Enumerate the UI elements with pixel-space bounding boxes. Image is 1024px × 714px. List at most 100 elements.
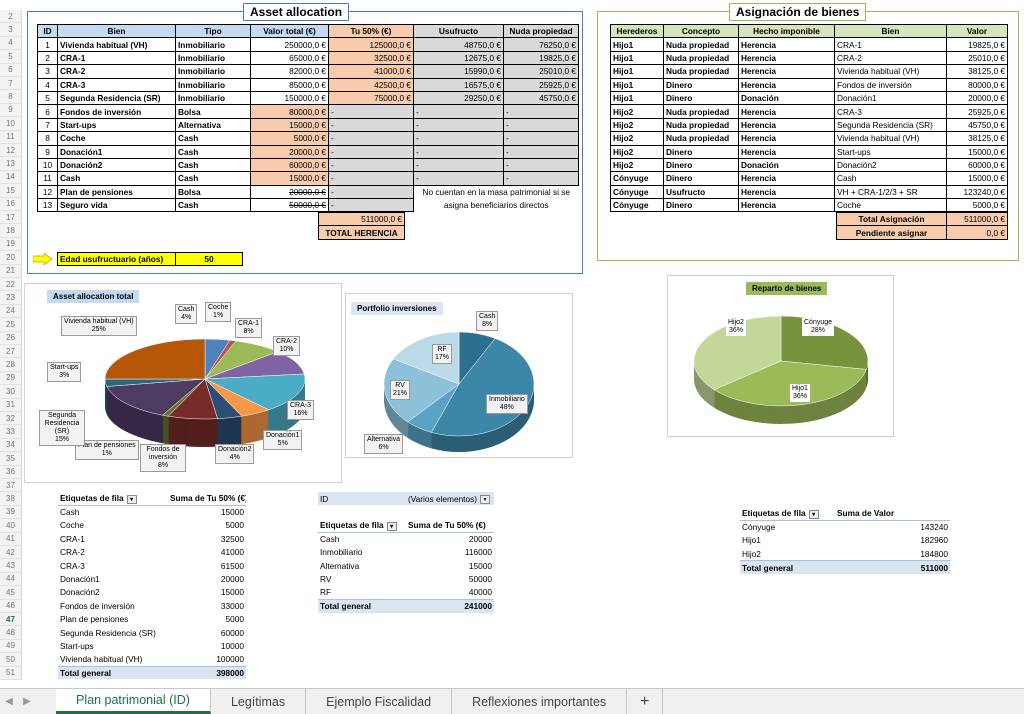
row-header[interactable]: 26 (0, 331, 22, 345)
cell-bien[interactable]: Start-ups (57, 117, 176, 133)
cell-id[interactable]: 10 (37, 157, 58, 173)
total-asignacion-value[interactable]: 511000,0 € (946, 211, 1008, 227)
cell-tipo[interactable]: Inmobiliario (175, 64, 251, 79)
cell-concepto[interactable]: Dinero (663, 77, 739, 92)
cell-hecho[interactable]: Herencia (738, 184, 835, 200)
cell-concepto[interactable]: Dinero (663, 198, 739, 213)
row-header[interactable]: 45 (0, 586, 22, 600)
filter-icon[interactable]: ▾ (808, 509, 819, 519)
cell-tu50[interactable]: - (328, 144, 414, 159)
pie-slice[interactable] (383, 358, 460, 423)
cell-concepto[interactable]: Nuda propiedad (663, 37, 739, 52)
cell-valor[interactable]: 150000,0 € (250, 90, 329, 106)
pie-slice[interactable] (104, 338, 206, 380)
cell-valor[interactable]: 65000,0 € (250, 50, 329, 66)
cell-bien[interactable]: Seguro vida (57, 198, 176, 213)
cell-heredero[interactable]: Hijo2 (610, 117, 664, 133)
row-header[interactable]: 19 (0, 237, 22, 252)
pivot-row[interactable]: RF 40000 (318, 586, 494, 599)
row-header[interactable]: 20 (0, 251, 22, 265)
add-sheet-button[interactable]: + (627, 689, 664, 714)
cell-nuda[interactable]: 45750,0 € (503, 90, 579, 106)
pivot-row[interactable]: Inmobiliario 116000 (318, 546, 494, 559)
cell-valor[interactable]: 38125,0 € (946, 64, 1008, 79)
row-header[interactable]: 11 (0, 130, 22, 144)
pivot-row[interactable]: Fondos de inversión 33000 (58, 599, 246, 612)
row-header[interactable]: 34 (0, 438, 22, 453)
pivot-row[interactable]: Start-ups 10000 (58, 639, 246, 652)
row-header[interactable]: 44 (0, 572, 22, 587)
cell-bien[interactable]: Cash (834, 171, 947, 186)
cell-valor[interactable]: 15000,0 € (946, 171, 1008, 186)
cell-hecho[interactable]: Herencia (738, 37, 835, 52)
cell-heredero[interactable]: Hijo1 (610, 64, 664, 79)
pivot-tu50[interactable]: Etiquetas de fila ▾ Suma de Tu 50% (€) Cas… (58, 492, 246, 680)
pie-slice[interactable] (693, 315, 782, 390)
tab-plan-patrimonial[interactable]: Plan patrimonial (ID) (56, 689, 211, 714)
cell-heredero[interactable]: Hijo1 (610, 90, 664, 106)
row-header[interactable]: 48 (0, 626, 22, 640)
cell-tipo[interactable]: Cash (175, 198, 251, 213)
cell-tipo[interactable]: Inmobiliario (175, 50, 251, 66)
chart-reparto[interactable]: Reparto de bienes Cónyuge 28% Hijo1 36% Hijo… (667, 275, 894, 437)
row-header[interactable]: 29 (0, 371, 22, 386)
cell-valor[interactable]: 60000,0 € (946, 157, 1008, 173)
cell-id[interactable]: 1 (37, 37, 58, 52)
edad-value[interactable]: 50 (175, 251, 243, 267)
cell-nuda[interactable]: 76250,0 € (503, 37, 579, 52)
cell-hecho[interactable]: Herencia (738, 77, 835, 92)
cell-tu50[interactable]: - (328, 184, 414, 200)
cell-usufructo[interactable]: - (413, 117, 504, 133)
row-header[interactable]: 38 (0, 492, 22, 506)
pivot-reparto[interactable]: Etiquetas de fila ▾ Suma de Valor Cónyuge 1… (740, 507, 950, 574)
cell-heredero[interactable]: Cónyuge (610, 198, 664, 213)
cell-bien[interactable]: Vivienda habitual (VH) (834, 64, 947, 79)
row-header[interactable]: 5 (0, 50, 22, 64)
tab-ejemplo-fiscalidad[interactable]: Ejemplo Fiscalidad (306, 689, 453, 714)
cell-hecho[interactable]: Donación (738, 157, 835, 173)
pivot-portfolio[interactable]: ID (Varios elementos) ▾ Etiquetas de fila ▾… (318, 492, 494, 613)
cell-heredero[interactable]: Hijo1 (610, 77, 664, 92)
row-header[interactable]: 46 (0, 599, 22, 613)
cell-bien[interactable]: Start-ups (834, 144, 947, 159)
cell-tipo[interactable]: Cash (175, 171, 251, 186)
row-header[interactable]: 9 (0, 103, 22, 118)
row-header[interactable]: 49 (0, 639, 22, 654)
cell-valor[interactable]: 80000,0 € (250, 104, 329, 119)
cell-tipo[interactable]: Inmobiliario (175, 77, 251, 92)
cell-hecho[interactable]: Herencia (738, 144, 835, 159)
cell-valor[interactable]: 15000,0 € (250, 171, 329, 186)
cell-concepto[interactable]: Nuda propiedad (663, 104, 739, 119)
cell-bien[interactable]: Fondos de inversión (834, 77, 947, 92)
cell-valor[interactable]: 20000,0 € (946, 90, 1008, 106)
row-header[interactable]: 37 (0, 479, 22, 493)
cell-tu50[interactable]: 41000,0 € (328, 64, 414, 79)
cell-usufructo[interactable]: - (413, 171, 504, 186)
row-header[interactable]: 14 (0, 170, 22, 185)
cell-usufructo[interactable]: - (413, 144, 504, 159)
prev-sheet-icon[interactable]: ◀ (5, 696, 13, 707)
cell-concepto[interactable]: Nuda propiedad (663, 64, 739, 79)
row-header[interactable]: 50 (0, 653, 22, 667)
row-header[interactable]: 18 (0, 224, 22, 238)
row-header[interactable]: 4 (0, 36, 22, 51)
cell-tipo[interactable]: Inmobiliario (175, 37, 251, 52)
cell-tu50[interactable]: - (328, 104, 414, 119)
spreadsheet-grid[interactable]: 2 3 4 5 6 7 8 9 10 11 12 13 14 15 16 17 18 19 20 21 22 23 24 25… (0, 0, 1024, 688)
cell-bien[interactable]: Plan de pensiones (57, 184, 176, 200)
row-header[interactable]: 42 (0, 546, 22, 560)
row-header[interactable]: 39 (0, 505, 22, 520)
cell-tipo[interactable]: Cash (175, 157, 251, 173)
cell-tipo[interactable]: Inmobiliario (175, 90, 251, 106)
cell-usufructo[interactable]: 15990,0 € (413, 64, 504, 79)
cell-heredero[interactable]: Cónyuge (610, 171, 664, 186)
pivot-row[interactable]: Cash 20000 (318, 532, 494, 545)
pivot-row[interactable]: RV 50000 (318, 572, 494, 585)
cell-valor[interactable]: 80000,0 € (946, 77, 1008, 92)
cell-valor[interactable]: 15000,0 € (946, 144, 1008, 159)
cell-tu50[interactable]: 75000,0 € (328, 90, 414, 106)
cell-heredero[interactable]: Hijo1 (610, 37, 664, 52)
pivot-row[interactable]: Donación1 20000 (58, 572, 246, 585)
pendiente-value[interactable]: 0,0 € (946, 225, 1008, 240)
cell-heredero[interactable]: Cónyuge (610, 184, 664, 200)
